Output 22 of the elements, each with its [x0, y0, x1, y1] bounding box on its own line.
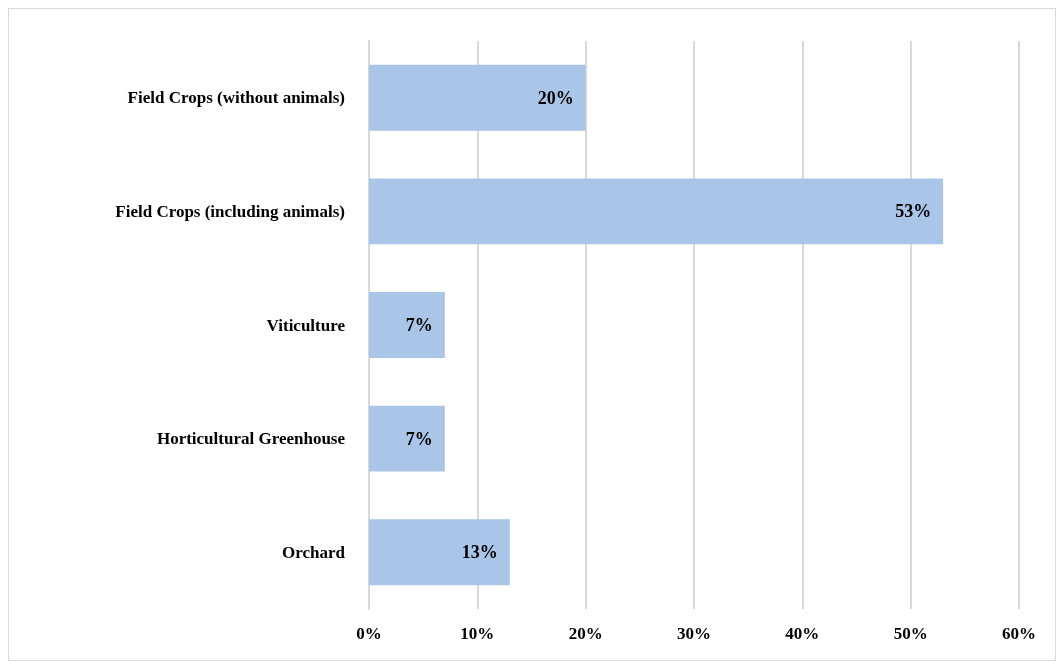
data-label: 7% [405, 315, 433, 335]
x-tick-label: 20% [568, 624, 603, 643]
data-label: 20% [537, 87, 574, 108]
x-tick-label: 50% [893, 624, 928, 643]
x-tick-label: 10% [460, 624, 495, 643]
data-label: 7% [405, 428, 433, 449]
x-tick-label: 40% [785, 624, 820, 643]
bar [369, 178, 944, 245]
y-tick-label: Horticultural Greenhouse [156, 429, 346, 449]
x-tick-label: 0% [356, 624, 382, 643]
x-tick-label: 30% [677, 624, 711, 643]
bar [369, 519, 510, 586]
x-tick-label: 60% [1002, 624, 1036, 643]
bar [369, 405, 445, 472]
data-label: 53% [895, 201, 932, 222]
y-tick-label: Field Crops (including animals) [115, 201, 345, 221]
bar [369, 292, 445, 358]
bar [369, 64, 586, 131]
y-tick-label: Field Crops (without animals) [127, 88, 345, 108]
y-tick-label: Orchard [282, 542, 346, 562]
y-tick-label: Viticulture [266, 315, 346, 335]
data-label: 13% [461, 542, 498, 563]
